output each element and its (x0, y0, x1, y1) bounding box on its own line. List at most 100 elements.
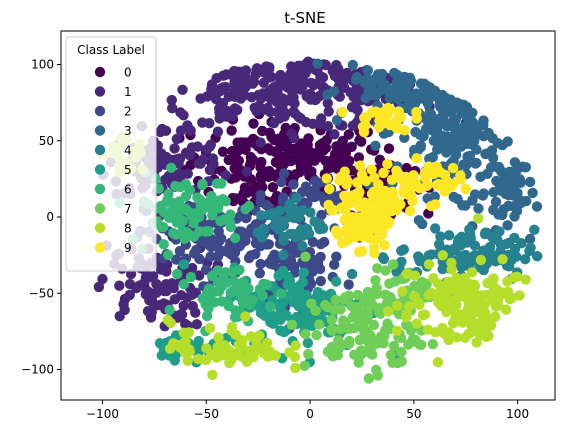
point-class-6 (171, 203, 182, 215)
point-class-7 (326, 341, 338, 353)
point-class-8 (466, 267, 478, 278)
point-class-1 (322, 98, 333, 109)
plot-frame (60, 30, 556, 401)
point-class-7 (388, 259, 399, 270)
point-class-8 (520, 274, 531, 285)
point-class-8 (482, 289, 494, 300)
point-class-4 (423, 250, 434, 261)
point-class-8 (455, 309, 467, 320)
point-class-9 (359, 199, 371, 210)
point-class-2 (343, 279, 354, 290)
point-class-0 (340, 147, 352, 158)
point-class-8 (466, 307, 477, 318)
point-class-4 (290, 231, 301, 243)
point-class-3 (473, 203, 484, 214)
point-class-8 (251, 337, 262, 348)
point-class-7 (371, 288, 383, 300)
point-class-1 (351, 89, 362, 100)
point-class-5 (291, 311, 302, 323)
point-class-1 (323, 106, 334, 117)
scatter-points-layer (93, 56, 543, 384)
point-class-1 (175, 125, 187, 136)
point-class-4 (487, 232, 498, 243)
point-class-3 (322, 89, 333, 100)
point-class-3 (444, 144, 455, 155)
point-class-7 (370, 275, 381, 286)
point-class-0 (227, 145, 238, 157)
point-class-7 (353, 357, 364, 368)
point-class-8 (480, 307, 491, 318)
point-class-3 (490, 196, 502, 208)
point-class-7 (335, 304, 346, 315)
point-class-7 (409, 280, 420, 292)
point-class-3 (312, 58, 323, 69)
point-class-1 (205, 139, 216, 150)
point-class-1 (251, 105, 262, 117)
point-class-2 (288, 179, 299, 190)
point-class-1 (258, 77, 269, 89)
point-class-7 (396, 356, 407, 367)
point-class-3 (347, 59, 358, 71)
point-class-0 (295, 160, 306, 172)
point-class-3 (516, 195, 527, 207)
point-class-8 (411, 318, 423, 329)
point-class-8 (432, 357, 444, 368)
point-class-7 (396, 346, 407, 358)
point-class-8 (448, 318, 459, 329)
point-class-6 (164, 304, 175, 316)
point-class-4 (291, 192, 302, 204)
point-class-6 (175, 181, 186, 193)
point-class-3 (531, 201, 543, 212)
point-class-7 (372, 263, 383, 274)
point-class-1 (240, 65, 252, 76)
point-class-1 (124, 278, 136, 290)
point-class-1 (202, 91, 213, 102)
series-class-3 (312, 58, 543, 249)
legend-marker-7 (94, 203, 106, 214)
point-class-2 (316, 209, 327, 221)
legend-label-2: 2 (124, 105, 132, 119)
point-class-1 (310, 78, 321, 90)
point-class-9 (373, 122, 385, 133)
point-class-5 (280, 325, 291, 337)
point-class-4 (305, 207, 316, 218)
point-class-8 (463, 328, 474, 339)
point-class-3 (471, 157, 482, 169)
x-tick-label: 0 (306, 407, 314, 421)
point-class-1 (230, 80, 241, 91)
point-class-3 (448, 117, 459, 128)
point-class-6 (229, 232, 241, 244)
point-class-6 (225, 221, 236, 233)
y-tick-label: 0 (46, 210, 54, 224)
point-class-5 (300, 307, 311, 318)
point-class-3 (462, 151, 473, 162)
point-class-8 (403, 301, 415, 312)
point-class-4 (465, 232, 476, 244)
series-class-4 (252, 192, 543, 288)
point-class-3 (524, 176, 536, 188)
point-class-1 (97, 273, 108, 285)
point-class-6 (227, 267, 238, 278)
point-class-3 (370, 140, 381, 151)
point-class-0 (330, 160, 341, 171)
legend-box (65, 36, 157, 272)
point-class-2 (303, 259, 315, 270)
point-class-1 (145, 312, 157, 323)
point-class-6 (240, 203, 251, 215)
point-class-7 (352, 289, 363, 301)
x-tick-label: −50 (194, 407, 219, 421)
point-class-1 (193, 158, 204, 169)
point-class-8 (262, 351, 273, 362)
point-class-1 (352, 104, 363, 116)
point-class-7 (332, 349, 343, 361)
point-class-1 (157, 123, 168, 135)
point-class-4 (443, 230, 455, 241)
point-class-7 (300, 328, 311, 340)
point-class-0 (242, 187, 253, 198)
point-class-9 (439, 169, 451, 181)
point-class-4 (396, 256, 407, 267)
point-class-1 (114, 311, 125, 322)
point-class-7 (314, 319, 325, 330)
point-class-8 (443, 305, 454, 316)
point-class-8 (481, 331, 492, 342)
